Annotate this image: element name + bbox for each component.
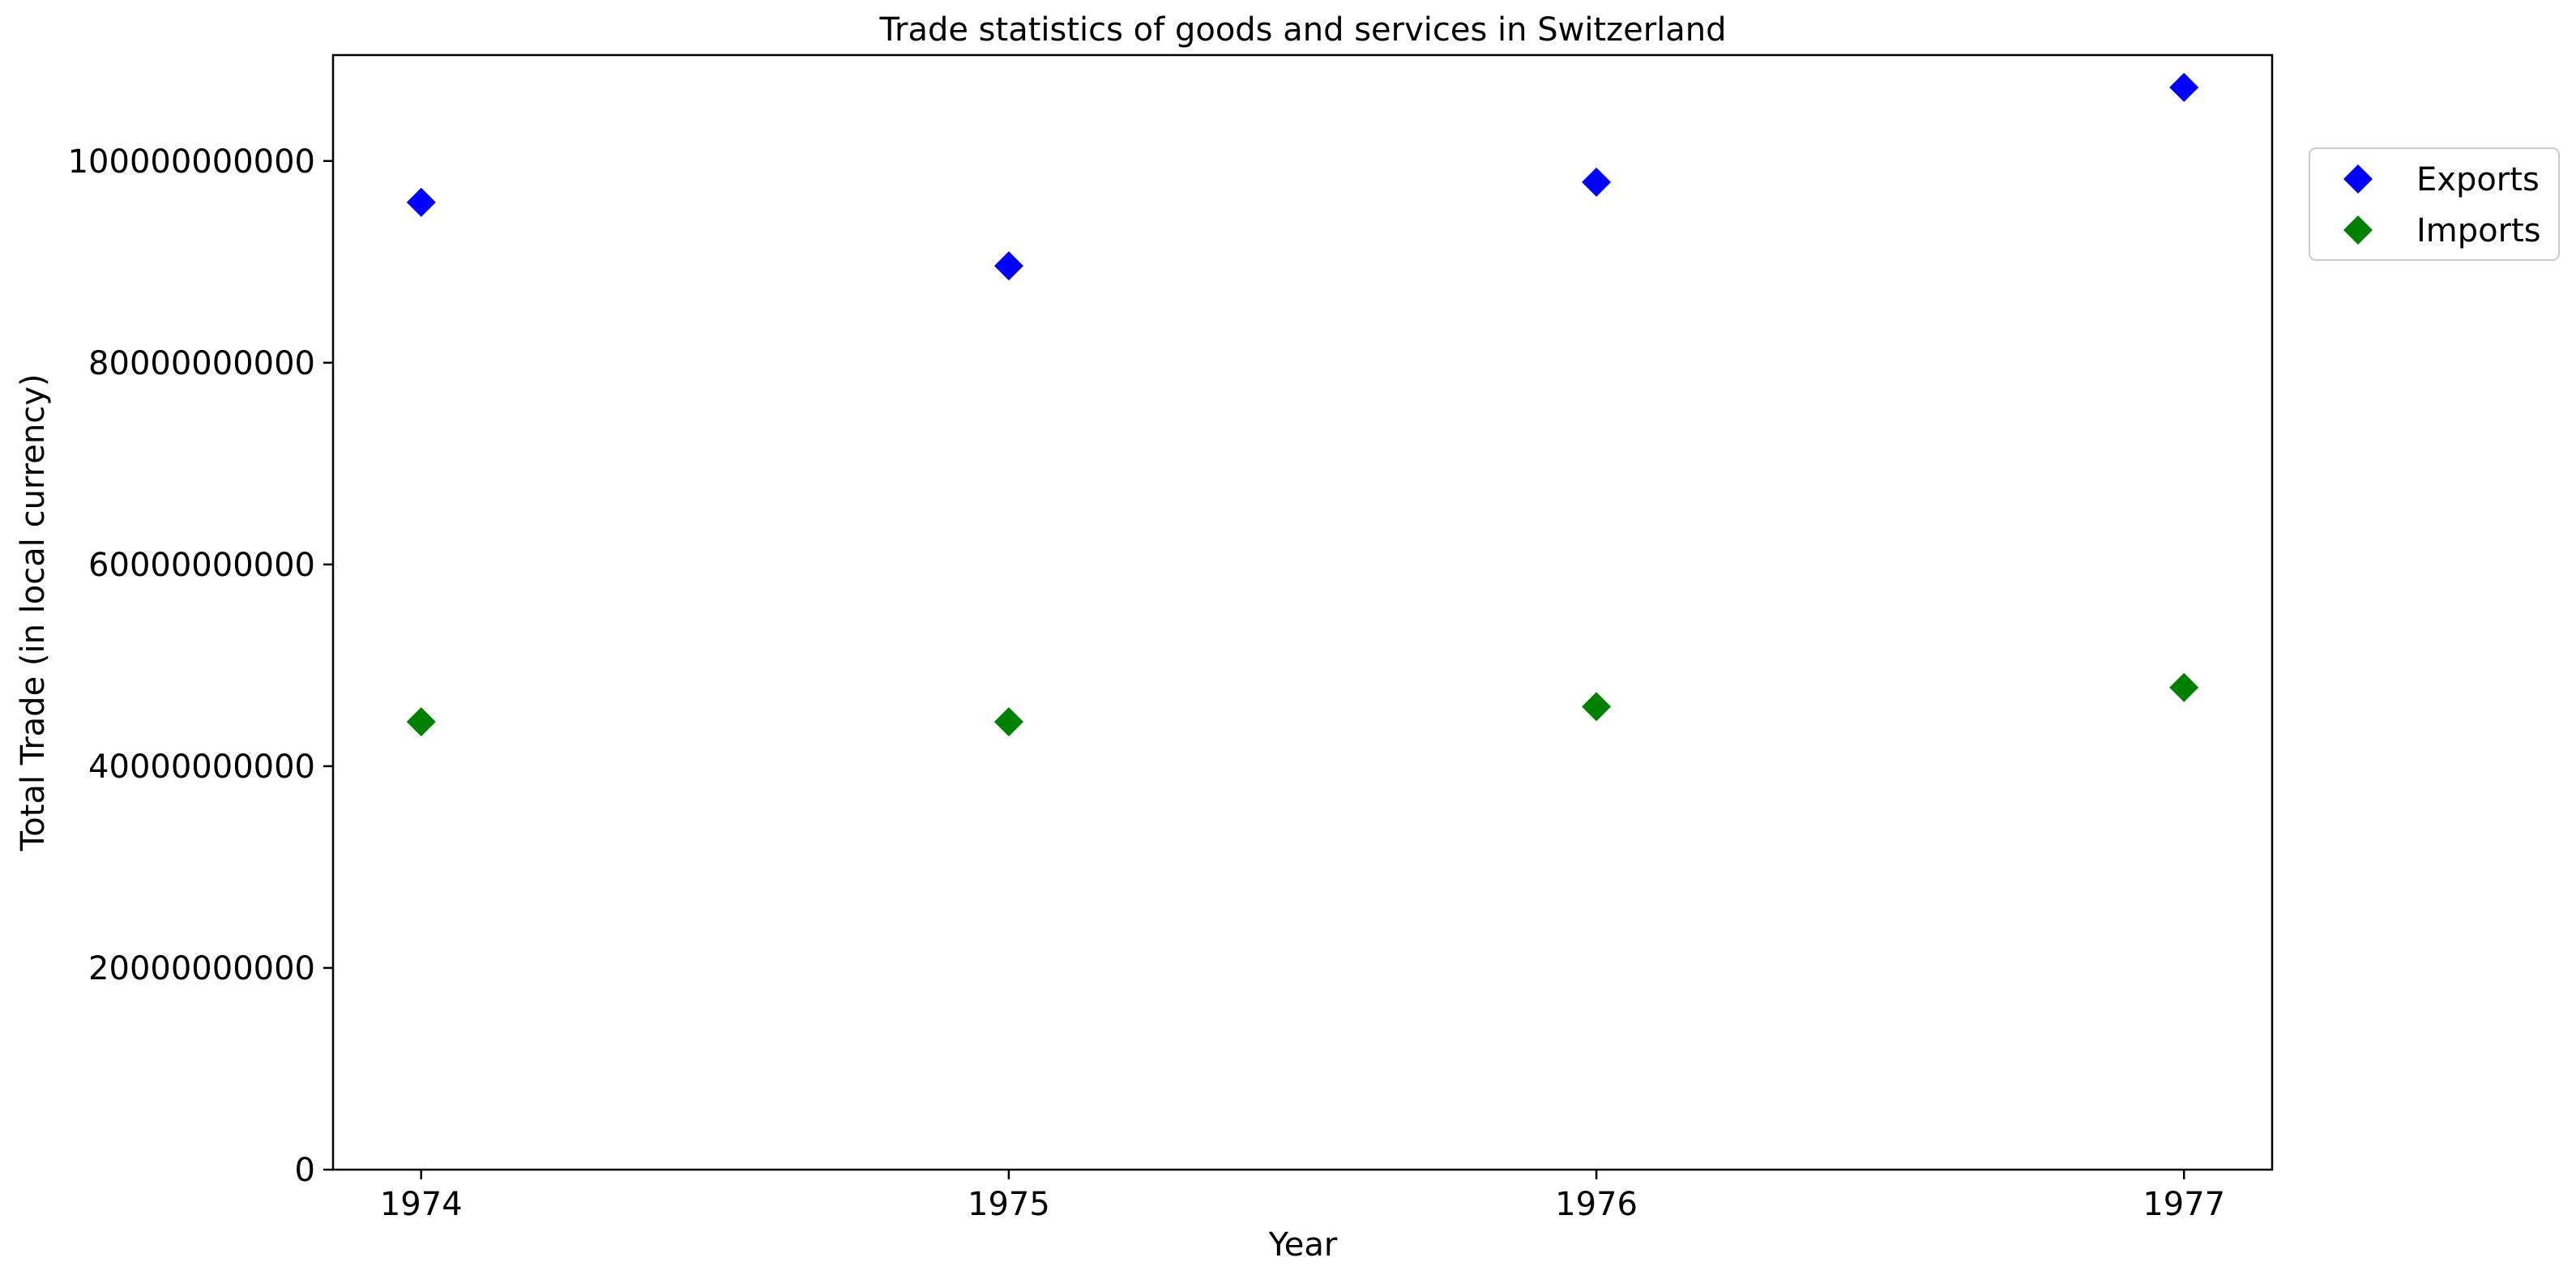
exports-point bbox=[993, 251, 1023, 281]
exports-point bbox=[406, 187, 436, 217]
legend-imports-label: Imports bbox=[2416, 212, 2541, 249]
x-tick-label: 1975 bbox=[968, 1186, 1050, 1223]
x-axis-label: Year bbox=[1268, 1226, 1338, 1264]
y-axis-ticks: 0 20000000000 40000000000 60000000000 800000… bbox=[68, 143, 333, 1189]
imports-point bbox=[1582, 692, 1612, 722]
chart-title: Trade statistics of goods and services i… bbox=[878, 11, 1726, 49]
imports-point bbox=[406, 707, 436, 737]
legend-exports-label: Exports bbox=[2416, 161, 2540, 198]
y-tick-label: 60000000000 bbox=[88, 547, 315, 584]
y-tick-label: 20000000000 bbox=[88, 950, 315, 987]
data-points bbox=[406, 72, 2199, 737]
x-tick-label: 1974 bbox=[380, 1186, 463, 1223]
y-axis-label: Total Trade (in local currency) bbox=[15, 374, 52, 852]
exports-point bbox=[1582, 167, 1612, 197]
exports-point bbox=[2169, 72, 2199, 102]
y-tick-label: 80000000000 bbox=[88, 345, 315, 382]
x-tick-label: 1976 bbox=[1555, 1186, 1638, 1223]
imports-point bbox=[2169, 672, 2199, 702]
imports-point bbox=[993, 707, 1023, 737]
x-axis-ticks: 1974 1975 1976 1977 bbox=[380, 1170, 2225, 1223]
x-tick-label: 1977 bbox=[2142, 1186, 2225, 1223]
legend: Exports Imports bbox=[2309, 147, 2560, 261]
legend-exports-marker bbox=[2343, 164, 2373, 194]
legend-imports-marker bbox=[2343, 215, 2373, 245]
y-tick-label: 100000000000 bbox=[68, 143, 315, 181]
legend-box bbox=[2309, 147, 2560, 261]
plot-area bbox=[331, 53, 2274, 1171]
y-tick-label: 40000000000 bbox=[88, 748, 315, 786]
y-tick-label: 0 bbox=[295, 1152, 315, 1189]
